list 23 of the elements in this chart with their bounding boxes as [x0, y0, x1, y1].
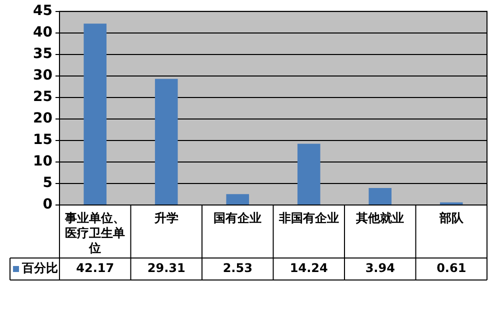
y-tick-label: 25: [33, 89, 52, 106]
y-tick-label: 30: [33, 68, 53, 84]
y-tick-label: 15: [33, 132, 52, 148]
data-label: 2.53: [222, 261, 252, 276]
y-tick-label: 10: [33, 154, 53, 170]
data-label: 3.94: [365, 261, 395, 276]
y-tick-label: 20: [33, 110, 53, 127]
data-label: 14.24: [290, 261, 328, 276]
x-tick-label: 非国有企业: [278, 211, 339, 226]
y-tick-label: 5: [42, 175, 52, 192]
data-label: 29.31: [147, 261, 186, 276]
x-tick-label: 部队: [438, 211, 464, 226]
x-tick-label: 升学: [153, 211, 178, 226]
data-label: 42.17: [76, 261, 114, 276]
legend-label: 百分比: [21, 261, 58, 276]
x-tick-label: 其他就业: [355, 211, 404, 226]
x-tick-label: 国有企业: [214, 211, 262, 226]
y-tick-label: 0: [42, 196, 53, 213]
y-tick-label: 45: [33, 3, 52, 20]
y-tick-label: 35: [33, 46, 52, 62]
x-tick-label: 事业单位、医疗卫生单位: [64, 211, 126, 256]
data-label: 0.61: [436, 261, 466, 276]
y-tick-label: 40: [33, 24, 53, 41]
